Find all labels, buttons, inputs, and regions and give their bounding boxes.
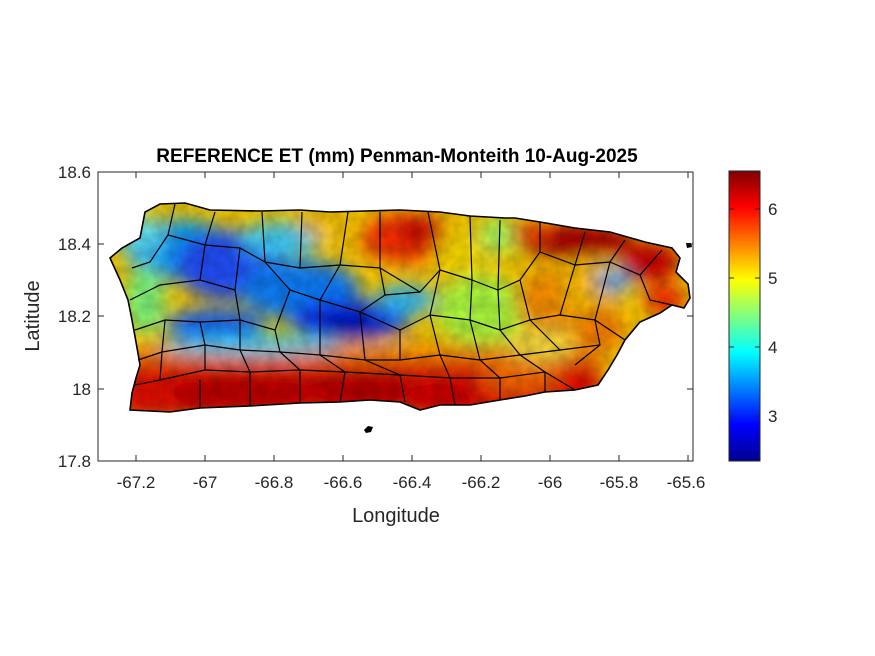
colorbar [728,170,761,462]
x-tick-label: -67 [193,473,218,492]
y-tick-label: 18.2 [58,307,91,326]
x-tick-label: -66.4 [393,473,432,492]
x-axis-label: Longitude [352,505,440,527]
municipality-boundaries [129,203,673,408]
x-axis [135,172,689,461]
x-tick-label: -66.2 [462,473,501,492]
colorbar-tick-label: 6 [768,200,777,219]
x-tick-label: -66 [538,473,563,492]
colorbar-ticks [729,208,760,417]
colorbar-tick-label: 4 [768,338,777,357]
x-tick-label: -65.8 [600,473,639,492]
x-tick-label: -65.6 [667,473,706,492]
y-tick-label: 18.4 [58,235,91,254]
x-tick-label: -66.6 [324,473,363,492]
colorbar-tick-label: 5 [768,269,777,288]
y-tick-label: 18.6 [58,163,91,182]
y-tick-label: 18 [72,380,91,399]
x-tick-label: -67.2 [117,473,156,492]
x-tick-label: -66.8 [255,473,294,492]
caja-de-muertos-islet [364,426,373,433]
y-axis-label: Latitude [22,280,44,351]
colorbar-tick-label: 3 [768,407,777,426]
y-tick-label: 17.8 [58,452,91,471]
chart-title: REFERENCE ET (mm) Penman-Monteith 10-Aug… [156,146,638,167]
